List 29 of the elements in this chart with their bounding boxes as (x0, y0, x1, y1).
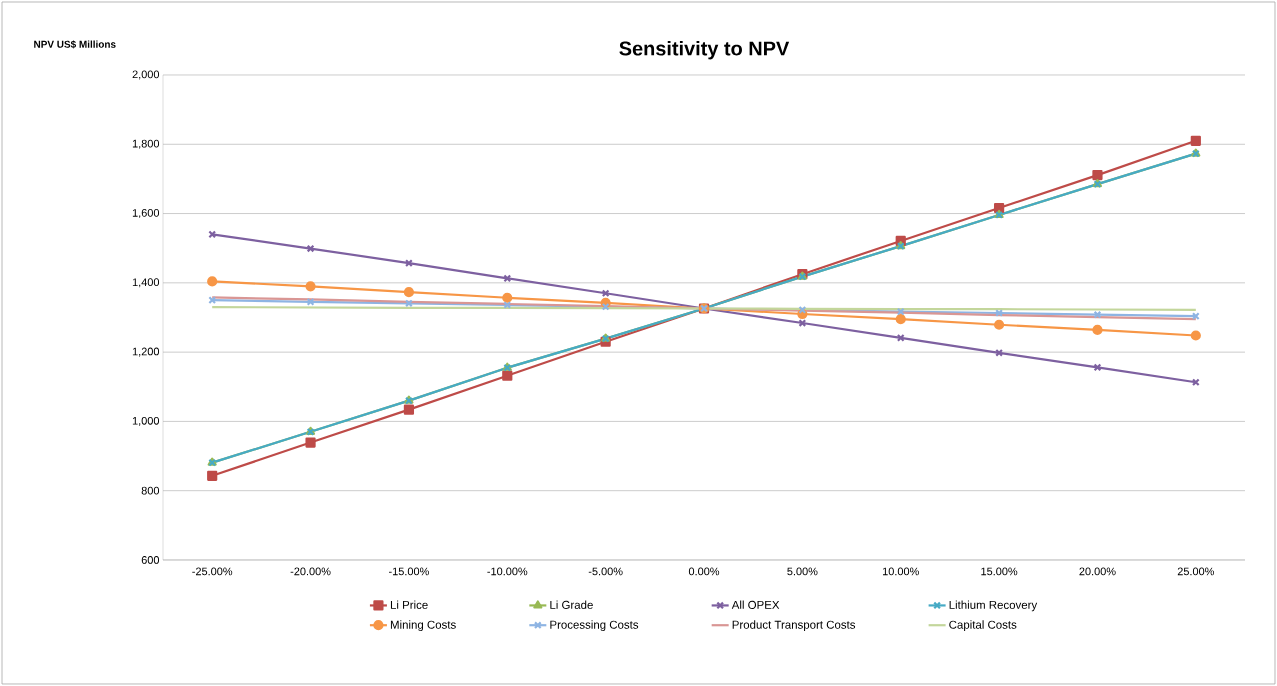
legend-label: All OPEX (731, 600, 780, 609)
legend-label: Product Transport Costs (732, 620, 856, 631)
legend-label: Lithium Recovery (949, 600, 1038, 612)
x-tick-label: -25.00% (192, 567, 233, 576)
x-tick-label: 20.00% (1079, 567, 1116, 576)
y-tick-label: 1,600 (132, 209, 160, 219)
x-tick-label: -5.00% (588, 567, 623, 576)
y-tick-label: 1,800 (132, 139, 160, 149)
chart-title: Sensitivity to NPV (619, 40, 790, 60)
x-tick-label: -10.00% (487, 567, 528, 576)
x-tick-label: -15.00% (388, 567, 429, 576)
x-tick-label: 10.00% (882, 567, 919, 576)
x-tick-label: 5.00% (787, 567, 818, 576)
y-tick-label: 1,000 (132, 416, 160, 426)
legend-label: Capital Costs (949, 620, 1017, 631)
x-tick-label: 0.00% (688, 567, 720, 576)
y-tick-label: 1,400 (132, 278, 160, 288)
legend-label: Li Price (390, 600, 428, 609)
legend-label: Mining Costs (390, 620, 456, 631)
x-tick-label: 15.00% (981, 567, 1018, 576)
legend-label: Li Grade (550, 600, 593, 609)
x-tick-label: 25.00% (1177, 567, 1215, 576)
y-tick-label: 2,000 (132, 70, 160, 80)
y-tick-label: 800 (141, 486, 160, 495)
legend-label: Processing Costs (550, 620, 639, 631)
y-tick-label: 600 (141, 556, 160, 564)
x-tick-label: -20.00% (290, 567, 331, 576)
y-axis-title: NPV US$ Millions (34, 40, 116, 49)
y-tick-label: 1,200 (132, 347, 160, 357)
